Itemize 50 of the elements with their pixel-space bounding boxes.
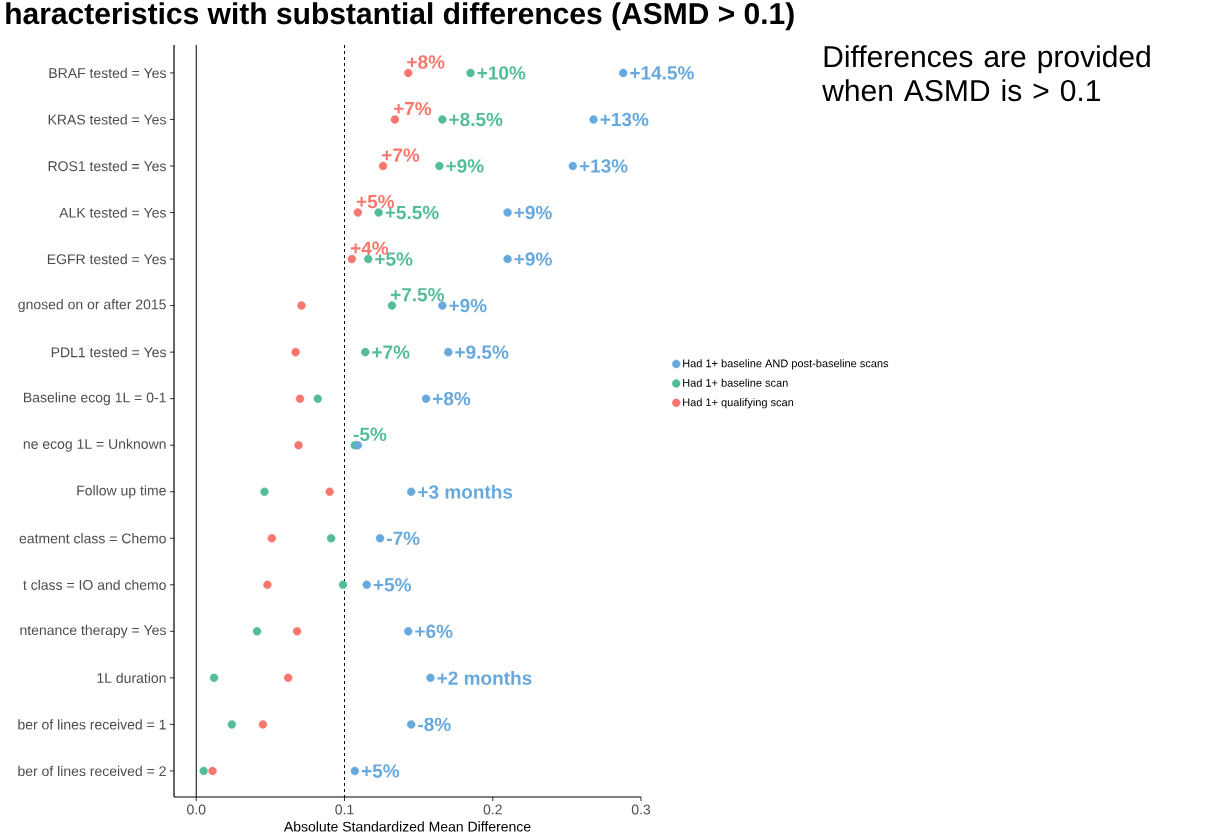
annotation: +7% (372, 345, 410, 359)
annotation: +2 months (437, 670, 532, 685)
annotation: +9% (514, 205, 552, 220)
annotation: -7% (387, 531, 420, 545)
y-tick-label: PDL1 tested = Yes (51, 346, 166, 358)
annotation: +5% (373, 578, 411, 592)
x-axis-title: Absolute Standardized Mean Difference (283, 821, 531, 832)
annotation: +3 months (418, 484, 513, 499)
y-tick-label: 1L duration (97, 672, 166, 684)
legend-label: Had 1+ baseline scan (683, 378, 788, 387)
y-tick-label: gnosed on or after 2015 (18, 299, 166, 313)
annotation: +9% (446, 159, 484, 173)
y-tick-label: KRAS tested = Yes (48, 114, 166, 125)
y-tick-label: EGFR tested = Yes (47, 253, 166, 265)
annotation: +9% (449, 298, 487, 313)
annotation: +8.5% (449, 112, 503, 127)
annotation: +7.5% (390, 287, 445, 302)
annotation: +5% (361, 764, 400, 778)
annotation: -8% (418, 717, 451, 732)
y-tick-label: ROS1 tested = Yes (48, 160, 166, 172)
annotation: +7% (382, 148, 420, 162)
y-tick-label: BRAF tested = Yes (49, 67, 166, 79)
annotation: +6% (415, 624, 453, 639)
y-tick-label: t class = IO and chemo (23, 579, 166, 590)
annotation: +13% (579, 159, 628, 173)
legend-label: Had 1+ qualifying scan (683, 398, 794, 409)
annotation: +13% (600, 112, 649, 127)
y-tick-label: eatment class = Chemo (19, 533, 166, 544)
annotation: +8% (407, 55, 445, 69)
annotation: -5% (353, 427, 387, 441)
y-tick-label: ntenance therapy = Yes (20, 624, 166, 638)
y-tick-label: Baseline ecog 1L = 0-1 (24, 392, 166, 406)
x-tick-label: 0.3 (631, 804, 651, 815)
annotation: +7% (393, 101, 432, 116)
y-tick-label: ber of lines received = 2 (18, 765, 166, 777)
y-tick-label: ber of lines received = 1 (18, 719, 166, 730)
annotation: +8% (433, 391, 471, 406)
annotation: +9% (514, 252, 552, 266)
annotation: +10% (477, 66, 526, 80)
annotation: +9.5% (455, 345, 509, 359)
annotation: +14.5% (630, 66, 694, 80)
y-tick-label: Follow up time (77, 485, 166, 499)
x-tick-label: 0.2 (483, 804, 502, 815)
chart-title: haracteristics with substantial differences (ASMD > 0.1) (6, 2, 794, 31)
legend-label: Had 1+ baseline AND post-baseline scans (683, 359, 889, 370)
x-tick-label: 0.0 (187, 804, 206, 815)
y-tick-label: ne ecog 1L = Unknown (23, 438, 166, 452)
x-tick-label: 0.1 (335, 804, 354, 815)
y-tick-label: ALK tested = Yes (59, 207, 166, 218)
text: Differences are provided when ASMD is > 0.1 (822, 45, 1150, 102)
